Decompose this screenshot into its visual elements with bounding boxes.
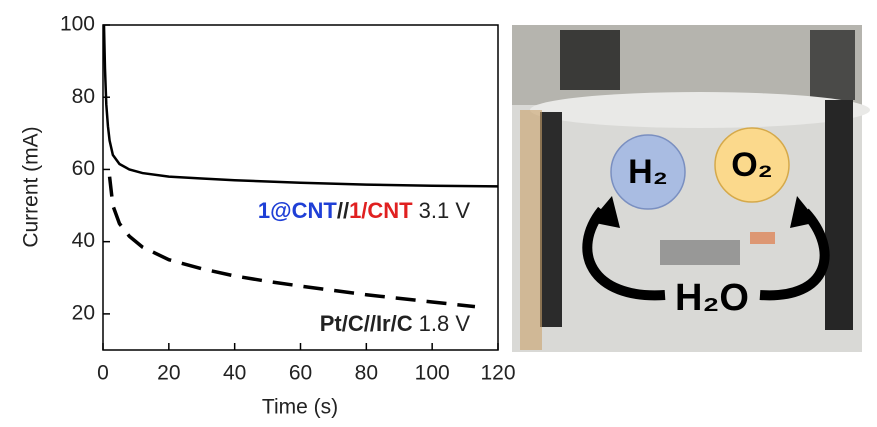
photo-clip — [520, 110, 542, 350]
arrow-head — [790, 196, 818, 228]
photo-electrode — [810, 30, 855, 100]
y-tick-label: 60 — [72, 157, 95, 180]
o2-bubble — [714, 127, 790, 203]
photo-blur — [660, 240, 740, 265]
photo-rim — [530, 92, 870, 128]
x-tick-label: 40 — [223, 362, 246, 385]
annotation: Pt/C//Ir/C 1.8 V — [320, 311, 471, 336]
photo-electrode-right — [825, 100, 853, 330]
x-tick-label: 100 — [415, 362, 450, 385]
photo-electrode-left — [540, 112, 562, 327]
annotation-part: 1/CNT — [349, 198, 413, 223]
y-tick-label: 100 — [60, 13, 95, 36]
photo: H₂ O₂ H₂O — [512, 25, 870, 352]
arrow — [759, 208, 830, 301]
photo-blur — [750, 232, 775, 244]
y-tick-label: 40 — [72, 229, 95, 252]
h2o-label: H₂O — [675, 277, 749, 319]
x-axis-label: Time (s) — [262, 396, 338, 419]
y-axis-label: Current (mA) — [20, 126, 43, 247]
annotation: 1@CNT//1/CNT 3.1 V — [258, 198, 470, 223]
annotation-voltage: 3.1 V — [419, 198, 471, 223]
annotation-part: Pt/C//Ir/C — [320, 311, 413, 336]
annotation-part: 1@CNT — [258, 198, 337, 223]
arrow-head — [590, 196, 620, 228]
x-tick-label: 80 — [355, 362, 378, 385]
o2-label: O₂ — [731, 146, 773, 184]
annotation-part: // — [337, 198, 349, 223]
photo-electrode — [560, 30, 620, 90]
annotation-voltage: 1.8 V — [419, 311, 471, 336]
series-line — [107, 176, 476, 309]
x-tick-label: 0 — [97, 362, 109, 385]
h2-label: H₂ — [628, 153, 668, 191]
h2-bubble — [610, 134, 686, 210]
x-tick-label: 20 — [157, 362, 180, 385]
arrow — [582, 206, 666, 301]
series-line — [102, 24, 499, 188]
y-tick-label: 20 — [72, 301, 95, 324]
x-tick-label: 60 — [289, 362, 312, 385]
y-tick-label: 80 — [72, 85, 95, 108]
x-tick-label: 120 — [480, 362, 515, 385]
